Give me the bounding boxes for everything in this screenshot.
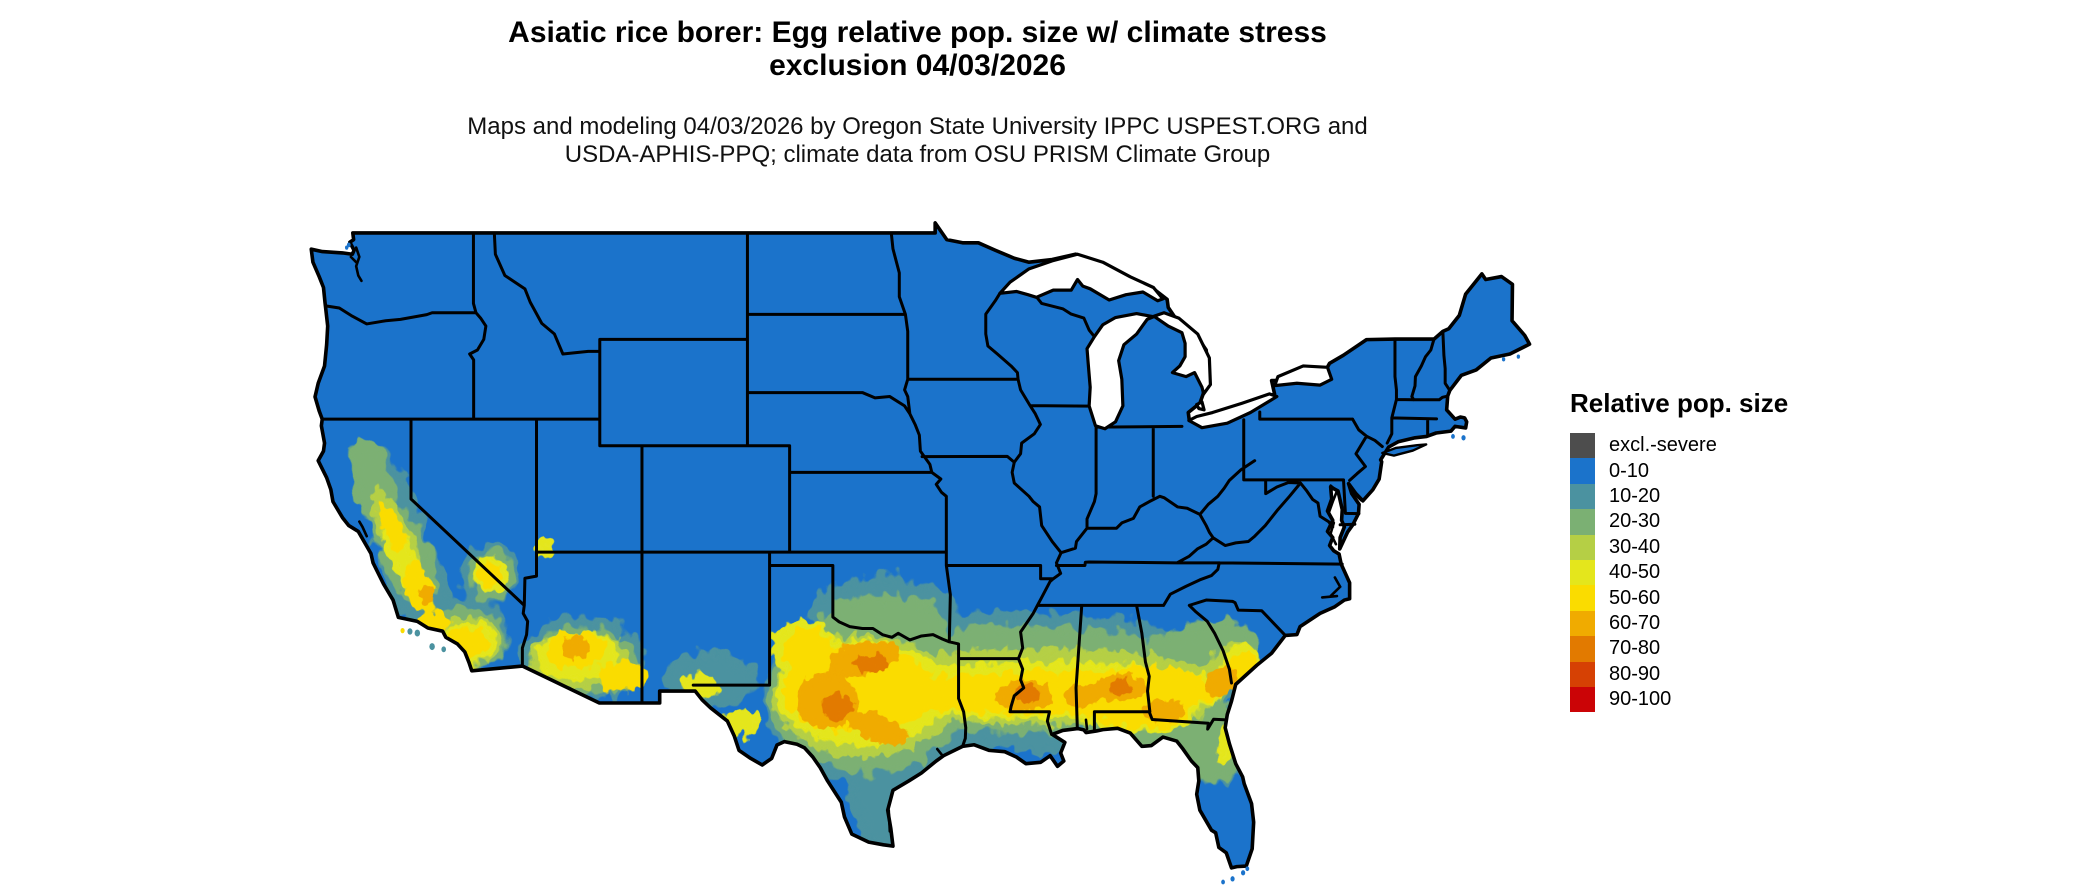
legend-swatch-20-30 bbox=[1570, 509, 1595, 535]
legend-label: 50-60 bbox=[1609, 586, 1661, 609]
legend-item: 20-30 bbox=[1570, 509, 1870, 535]
legend-item: 70-80 bbox=[1570, 636, 1870, 662]
legend-item: 80-90 bbox=[1570, 661, 1870, 687]
legend-swatch-excl.-severe bbox=[1570, 433, 1595, 459]
legend-label: 80-90 bbox=[1609, 662, 1661, 685]
legend-title: Relative pop. size bbox=[1570, 388, 1789, 418]
legend-item: 50-60 bbox=[1570, 585, 1870, 611]
us-map bbox=[295, 213, 1550, 892]
legend-rows: excl.-severe 0-10 10-20 20-30 30-40 40-50 50-6… bbox=[1570, 433, 1870, 713]
great-lakes bbox=[1000, 254, 1332, 429]
map-title-line2: exclusion 04/03/2026 bbox=[769, 49, 1066, 82]
legend-item: 30-40 bbox=[1570, 534, 1870, 560]
title-block: Asiatic rice borer: Egg relative pop. si… bbox=[290, 16, 1545, 82]
legend-label: 40-50 bbox=[1609, 561, 1661, 584]
map-subtitle-line1: Maps and modeling 04/03/2026 by Oregon S… bbox=[467, 113, 1368, 140]
legend-item: 40-50 bbox=[1570, 559, 1870, 586]
legend-item: 90-100 bbox=[1570, 686, 1870, 713]
legend-item: 60-70 bbox=[1570, 610, 1870, 637]
legend-item: excl.-severe bbox=[1570, 433, 1870, 459]
conus-outline bbox=[311, 223, 1529, 868]
subtitle-block: Maps and modeling 04/03/2026 by Oregon S… bbox=[290, 113, 1545, 169]
legend-swatch-0-10 bbox=[1570, 458, 1595, 484]
legend-swatch-90-100 bbox=[1570, 686, 1595, 713]
legend-swatch-30-40 bbox=[1570, 534, 1595, 560]
legend-swatch-40-50 bbox=[1570, 559, 1595, 586]
lake-st-clair bbox=[1197, 402, 1204, 410]
legend-label: 90-100 bbox=[1609, 688, 1672, 711]
legend-label: 20-30 bbox=[1609, 510, 1661, 533]
legend-swatch-50-60 bbox=[1570, 585, 1595, 611]
legend-label: 60-70 bbox=[1609, 611, 1661, 634]
lake-huron bbox=[1154, 313, 1211, 394]
bays-and-sounds bbox=[351, 248, 1361, 832]
legend-item: 0-10 bbox=[1570, 458, 1870, 484]
legend-swatch-10-20 bbox=[1570, 483, 1595, 510]
legend-swatch-80-90 bbox=[1570, 661, 1595, 687]
legend-swatch-60-70 bbox=[1570, 610, 1595, 637]
legend-label: 10-20 bbox=[1609, 484, 1661, 507]
lake-erie bbox=[1189, 394, 1277, 428]
offshore-islands bbox=[344, 242, 1521, 885]
legend-label: 70-80 bbox=[1609, 637, 1661, 660]
legend: Relative pop. size excl.-severe 0-10 10-20… bbox=[1570, 388, 1870, 713]
long-island bbox=[1382, 444, 1426, 455]
lake-superior bbox=[1000, 254, 1163, 301]
map-subtitle-line2: USDA-APHIS-PPQ; climate data from OSU PR… bbox=[564, 141, 1271, 168]
legend-item: 10-20 bbox=[1570, 483, 1870, 510]
legend-label: 0-10 bbox=[1609, 459, 1650, 482]
lake-ontario bbox=[1275, 366, 1332, 386]
legend-swatch-70-80 bbox=[1570, 636, 1595, 662]
map-title-line1: Asiatic rice borer: Egg relative pop. si… bbox=[508, 16, 1327, 49]
legend-label: 30-40 bbox=[1609, 535, 1661, 558]
conus-land bbox=[311, 222, 1530, 868]
state-borders bbox=[322, 233, 1450, 746]
lake-michigan bbox=[1087, 314, 1153, 429]
legend-label: excl.-severe bbox=[1609, 434, 1717, 457]
